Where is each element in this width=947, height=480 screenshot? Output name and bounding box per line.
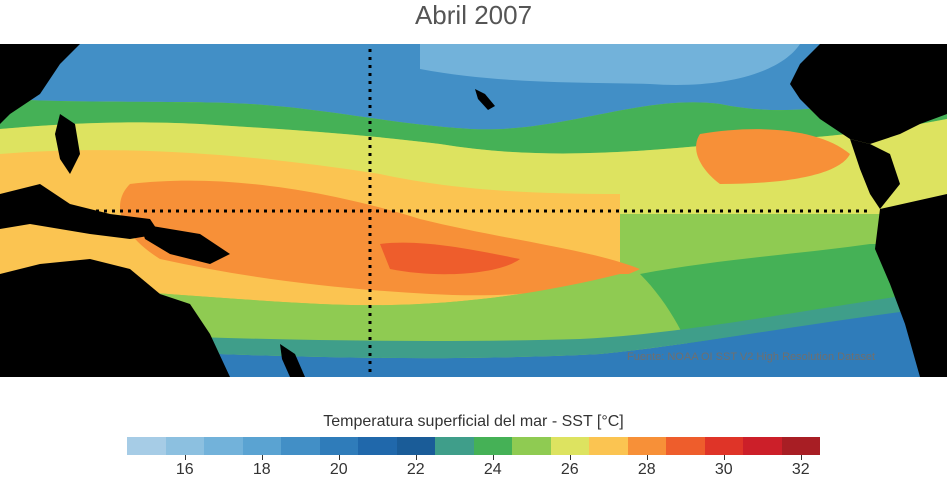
colorbar-swatch (512, 437, 551, 455)
source-caption: Fuente: NOAA OI SST V2 High Resolution D… (627, 351, 876, 363)
south-cold-band (0, 304, 947, 377)
colorbar-tick-mark (569, 455, 571, 460)
colorbar-swatch (435, 437, 474, 455)
east-pacific-warm-patch (696, 129, 850, 184)
colorbar-tick-label: 16 (175, 461, 194, 478)
map-title: Abril 2007 (414, 0, 533, 30)
colorbar-swatch (666, 437, 705, 455)
colorbar-tick-label: 20 (329, 461, 348, 478)
colorbar-tick-label: 28 (637, 461, 656, 478)
colorbar-swatch (281, 437, 320, 455)
sst-colorbar (127, 437, 820, 455)
colorbar-tick-label: 22 (406, 461, 425, 478)
colorbar-swatch (204, 437, 243, 455)
colorbar-swatch (165, 437, 204, 455)
colorbar-swatch (396, 437, 435, 455)
colorbar-tick-label: 30 (714, 461, 733, 478)
colorbar-swatch (627, 437, 666, 455)
colorbar-ticks: 16 18 20 22 24 26 28 30 32 (0, 455, 947, 480)
south-cool-band (0, 289, 947, 359)
colorbar-swatch (319, 437, 358, 455)
colorbar-swatch (781, 437, 820, 455)
equatorial-hottest-patch (380, 242, 520, 275)
hawaii-islands (475, 89, 495, 110)
colorbar-swatch (127, 437, 166, 455)
sst-map (0, 44, 947, 377)
colorbar-swatch (358, 437, 397, 455)
central-america (850, 139, 900, 209)
colorbar-swatch (743, 437, 782, 455)
colorbar-swatch (473, 437, 512, 455)
colorbar-swatch (704, 437, 743, 455)
colorbar-tick-mark (338, 455, 340, 460)
colorbar-tick-mark (492, 455, 494, 460)
north-america (790, 44, 947, 144)
colorbar-tick-mark (723, 455, 725, 460)
colorbar-label: Temperatura superficial del mar - SST [°… (323, 413, 624, 430)
new-guinea (140, 224, 230, 264)
colorbar-tick-mark (261, 455, 263, 460)
north-pacific-coolest-band (420, 44, 800, 85)
colorbar-tick-mark (184, 455, 186, 460)
asia-landmass (0, 44, 80, 124)
philippines (55, 114, 80, 174)
colorbar-tick-label: 26 (560, 461, 579, 478)
new-zealand (280, 344, 305, 377)
colorbar-tick-label: 18 (252, 461, 271, 478)
colorbar-tick-mark (415, 455, 417, 460)
colorbar-swatch (242, 437, 281, 455)
equatorial-hot-core (120, 180, 640, 296)
south-america (875, 194, 947, 377)
colorbar-tick-label: 24 (483, 461, 502, 478)
colorbar-swatch (589, 437, 628, 455)
colorbar-tick-label: 32 (791, 461, 810, 478)
australia (0, 259, 230, 377)
colorbar-tick-mark (646, 455, 648, 460)
colorbar-tick-mark (800, 455, 802, 460)
colorbar-swatch (550, 437, 589, 455)
